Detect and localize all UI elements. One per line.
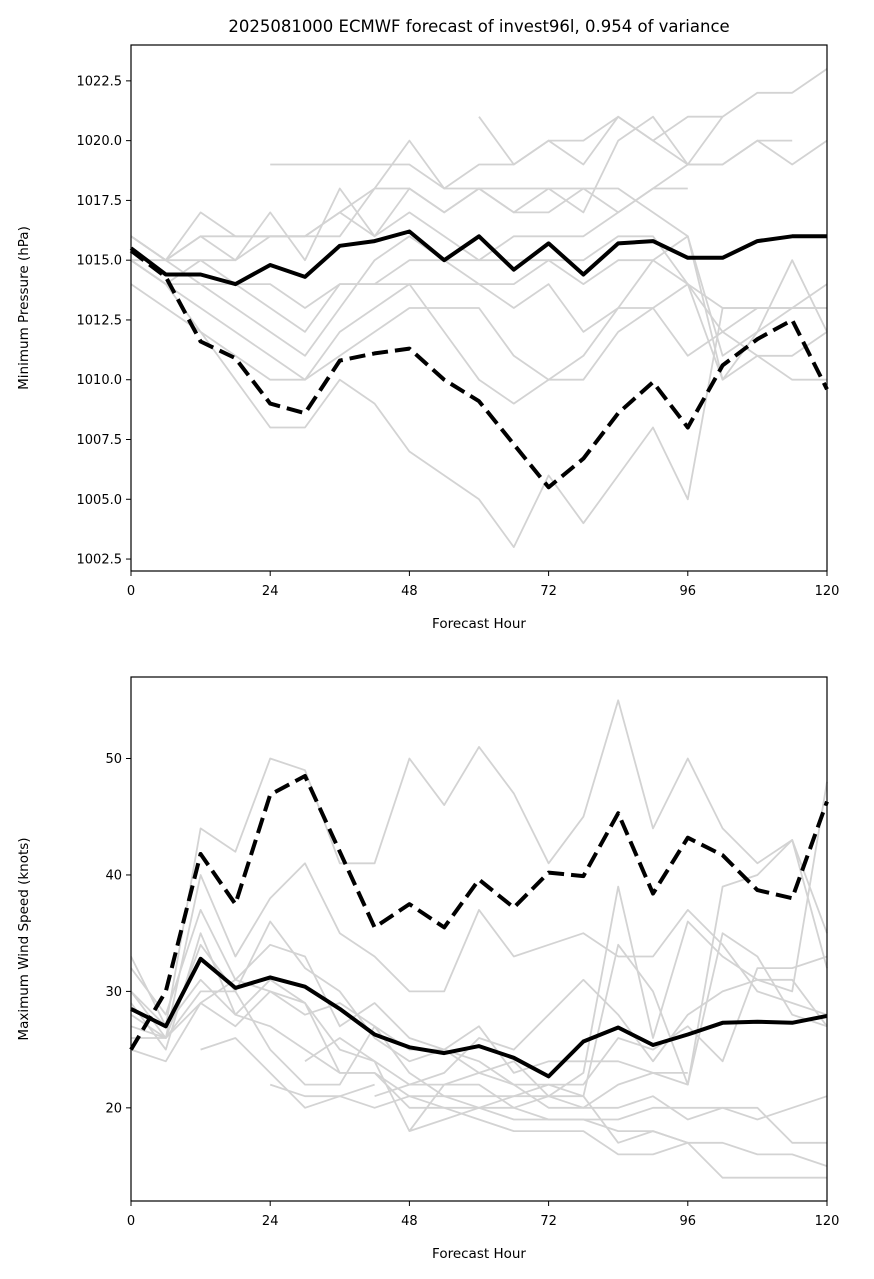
wind-x-tick-label: 48: [401, 1214, 418, 1229]
wind-x-tick-label: 96: [680, 1214, 697, 1229]
pressure-y-tick-label: 1020.0: [77, 134, 123, 149]
pressure-ensemble-member-line: [130, 259, 827, 548]
wind-x-tick-label: 0: [127, 1214, 135, 1229]
pressure-ensemble-member-line: [130, 259, 828, 381]
pressure-ensemble-member-line: [131, 187, 688, 262]
pressure-series-layer: [129, 68, 829, 548]
chart-title: 2025081000 ECMWF forecast of invest96l, …: [228, 17, 729, 36]
wind-series-layer: [129, 699, 829, 1179]
wind-ensemble-member-line: [130, 955, 828, 1086]
pressure-ensemble-member-line: [130, 259, 827, 381]
wind-ensemble-member-line: [130, 699, 828, 1028]
wind-ensemble-member-line: [409, 932, 828, 1132]
wind-ensemble-member-line: [131, 862, 828, 1039]
wind-y-tick-label: 40: [105, 868, 122, 883]
pressure-x-axis-label: Forecast Hour: [432, 616, 526, 632]
pressure-x-tick-label: 48: [401, 584, 418, 599]
pressure-x-tick-label: 0: [127, 584, 135, 599]
wind-y-axis-label: Maximum Wind Speed (knots): [16, 837, 32, 1040]
wind-ensemble-member-line: [304, 1037, 828, 1167]
wind-ticks: 0 24 48 72 96 120 20 30 40 50: [105, 752, 839, 1229]
wind-y-tick-label: 20: [105, 1101, 122, 1116]
wind-x-tick-label: 24: [262, 1214, 279, 1229]
pressure-x-tick-label: 120: [815, 584, 840, 599]
pressure-x-tick-label: 72: [540, 584, 557, 599]
wind-x-axis-label: Forecast Hour: [432, 1246, 526, 1262]
pressure-y-tick-label: 1015.0: [77, 254, 123, 269]
pressure-y-tick-label: 1002.5: [77, 553, 123, 568]
pressure-y-tick-label: 1007.5: [77, 433, 123, 448]
wind-chart: 0 24 48 72 96 120 20 30 40 50 Forecast Hour Maxim…: [16, 676, 839, 1262]
pressure-y-axis-label: Minimum Pressure (hPa): [16, 226, 32, 390]
pressure-dashed-series-line: [129, 249, 829, 490]
wind-ensemble-member-line: [374, 978, 828, 1098]
pressure-y-tick-label: 1005.0: [77, 493, 123, 508]
pressure-y-tick-label: 1017.5: [77, 194, 123, 209]
pressure-ensemble-member-line: [130, 115, 724, 262]
wind-x-tick-label: 120: [815, 1214, 840, 1229]
wind-dashed-series-line: [129, 774, 829, 1051]
pressure-y-tick-label: 1022.5: [77, 74, 123, 89]
pressure-solid-series-line: [129, 229, 827, 287]
pressure-chart: 2025081000 ECMWF forecast of invest96l, …: [16, 17, 839, 632]
wind-y-tick-label: 50: [105, 752, 122, 767]
wind-y-tick-label: 30: [105, 985, 122, 1000]
wind-ensemble-member-line: [269, 1083, 375, 1098]
wind-x-tick-label: 72: [540, 1214, 557, 1229]
wind-ensemble-member-line: [130, 990, 827, 1144]
wind-ensemble-member-line: [130, 978, 827, 1179]
pressure-axes-frame: [130, 44, 828, 572]
wind-solid-series-line: [130, 956, 828, 1079]
pressure-y-tick-label: 1010.0: [77, 373, 123, 388]
pressure-y-tick-label: 1012.5: [77, 313, 123, 328]
pressure-x-tick-label: 96: [680, 584, 697, 599]
wind-ensemble-member-line: [130, 909, 688, 1074]
pressure-ticks: 0 24 48 72 96 120 1002.5 1005.0 1007.5 1010.0 1012…: [77, 74, 840, 599]
pressure-ensemble-member-line: [130, 259, 827, 405]
wind-axes-frame: [130, 676, 828, 1202]
pressure-x-tick-label: 24: [262, 584, 279, 599]
